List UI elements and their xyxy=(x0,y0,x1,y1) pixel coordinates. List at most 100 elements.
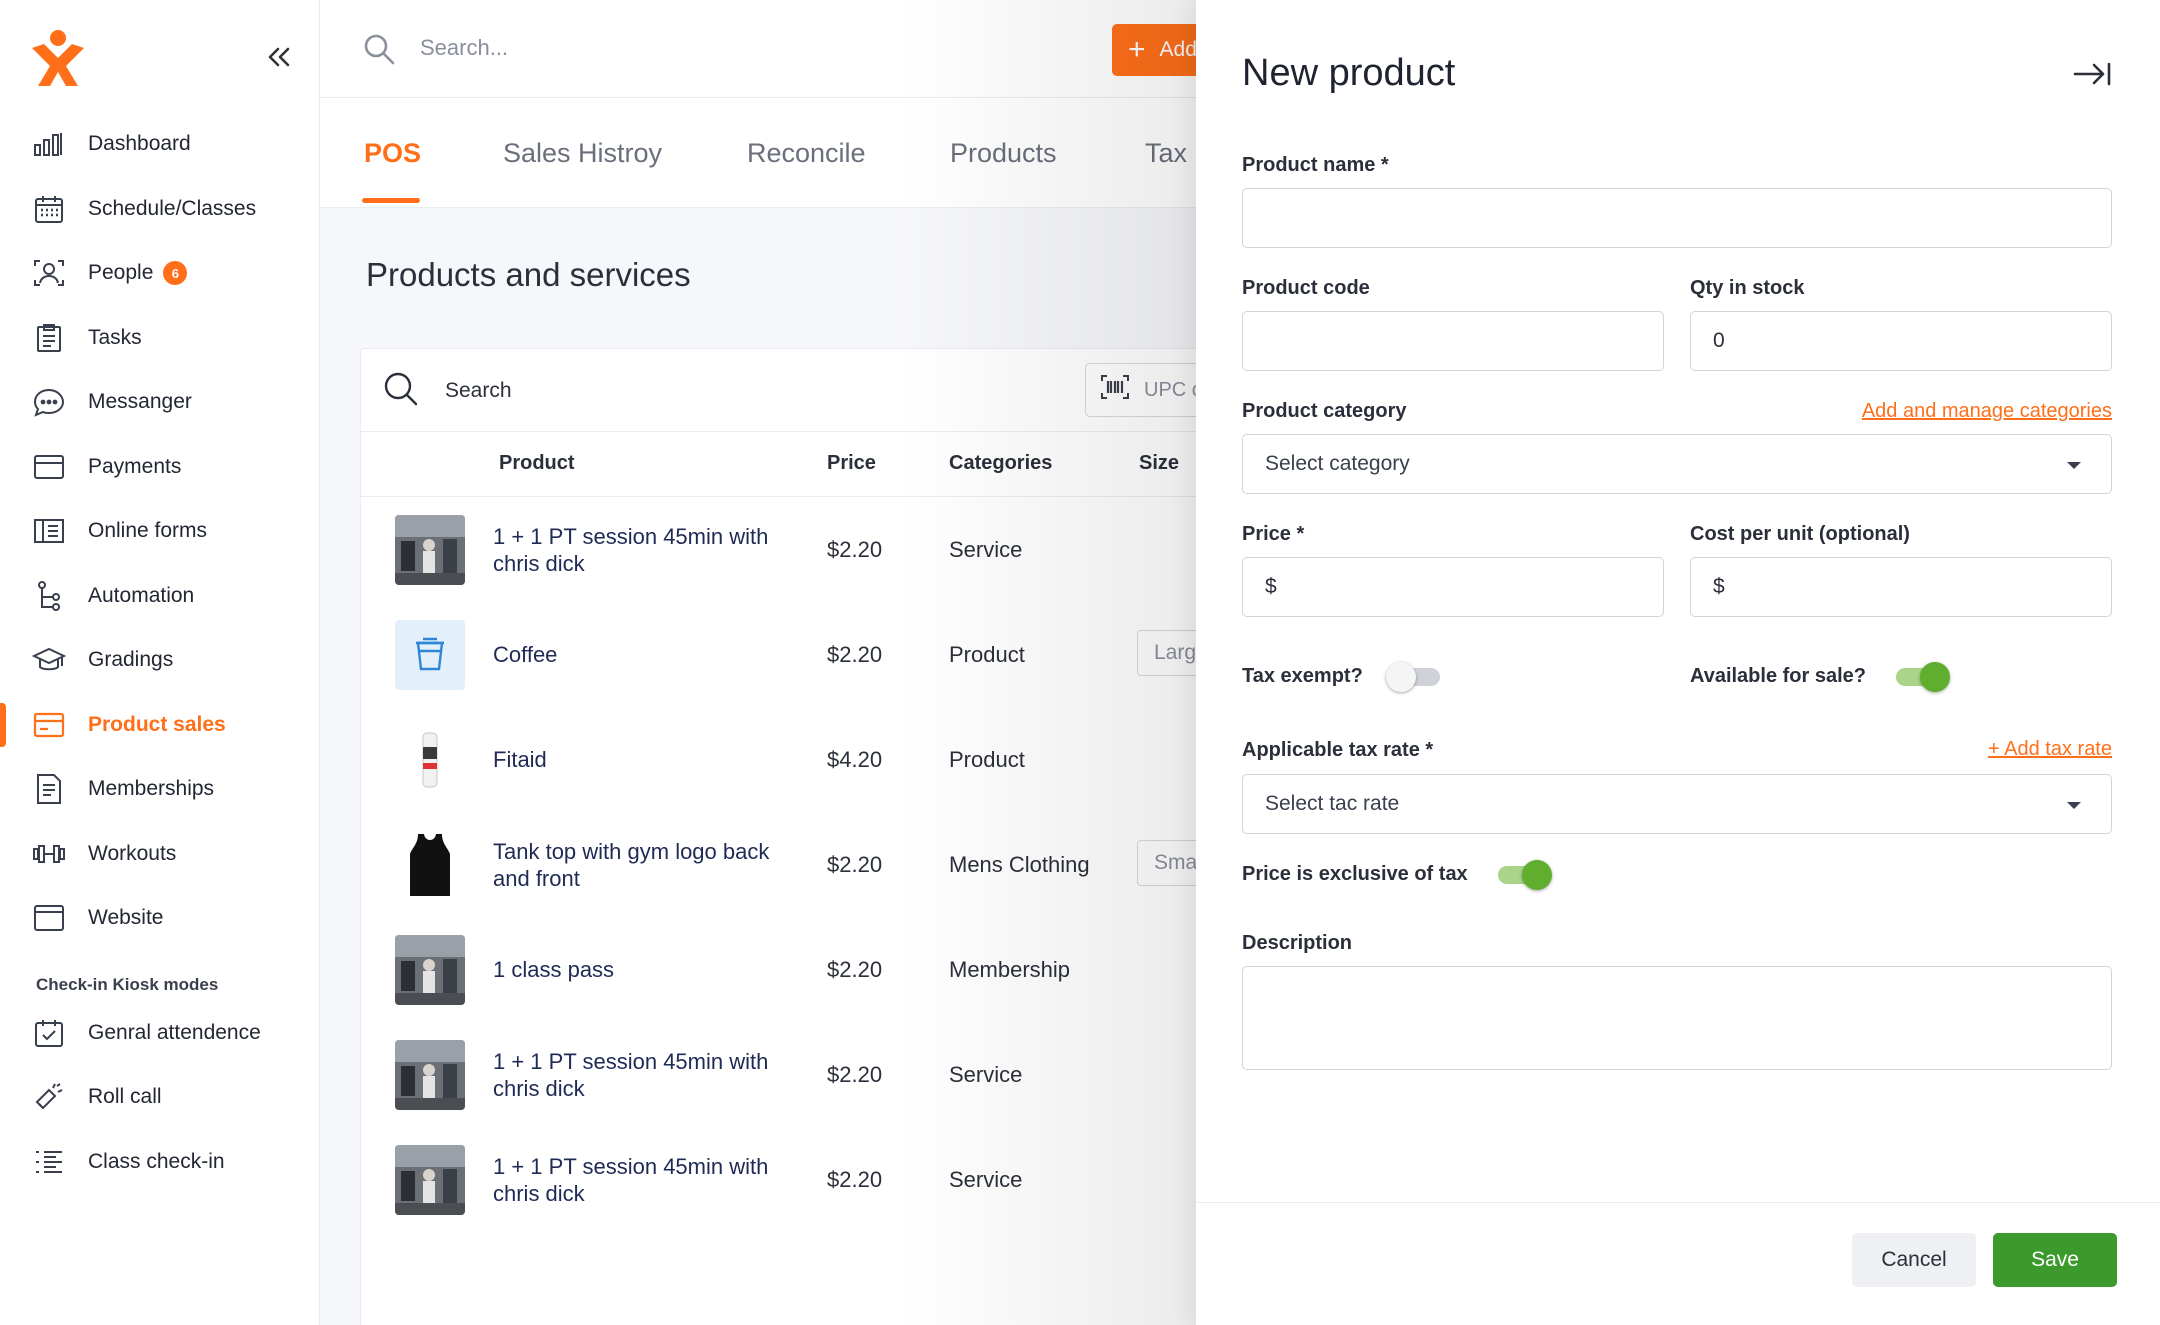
product-code-input[interactable] xyxy=(1242,311,1664,371)
forms-icon xyxy=(32,514,66,548)
table-row[interactable]: 1 + 1 PT session 45min with chris dick $… xyxy=(361,1127,1221,1232)
kiosk-section-label: Check-in Kiosk modes xyxy=(36,974,219,994)
products-card: UPC c Product Price Categories Size 1 + … xyxy=(360,348,1285,1325)
tab-reconcile[interactable]: Reconcile xyxy=(747,138,866,168)
price-input[interactable] xyxy=(1286,562,1663,612)
tax-exempt-label: Tax exempt? xyxy=(1242,665,1363,687)
sidebar-item-schedule[interactable]: Schedule/Classes xyxy=(0,177,320,242)
collapse-right-icon[interactable] xyxy=(2070,56,2114,92)
person-scan-icon xyxy=(32,256,66,290)
available-for-sale-toggle[interactable] xyxy=(1892,660,1950,692)
product-code-label: Product code xyxy=(1242,277,1370,299)
table-row[interactable]: 1 + 1 PT session 45min with chris dick $… xyxy=(361,1022,1221,1127)
product-category-select[interactable]: Select category xyxy=(1242,434,2112,494)
sidebar-item-class-check-in[interactable]: Class check-in xyxy=(0,1130,320,1195)
sidebar-item-tasks[interactable]: Tasks xyxy=(0,306,320,371)
chat-bubble-icon xyxy=(32,385,66,419)
gym-photo-thumbnail xyxy=(395,935,465,1005)
cancel-button[interactable]: Cancel xyxy=(1852,1233,1976,1287)
upc-placeholder: UPC c xyxy=(1144,378,1202,401)
sidebar-item-general-attendance[interactable]: Genral attendence xyxy=(0,1001,320,1066)
product-price: $2.20 xyxy=(827,851,883,877)
browser-icon xyxy=(32,901,66,935)
new-product-drawer: New product Product name * Product code … xyxy=(1196,0,2160,1325)
sidebar-item-workouts[interactable]: Workouts xyxy=(0,822,320,887)
column-header-size: Size xyxy=(1139,452,1180,474)
cost-currency-prefix: $ xyxy=(1713,575,1725,598)
table-row[interactable]: Fitaid $4.20 Product xyxy=(361,707,1221,812)
card-icon xyxy=(32,708,66,742)
product-category: Membership xyxy=(949,956,1071,982)
table-row[interactable]: 1 + 1 PT session 45min with chris dick $… xyxy=(361,497,1221,602)
sidebar-item-roll-call[interactable]: Roll call xyxy=(0,1065,320,1130)
sidebar-item-messanger[interactable]: Messanger xyxy=(0,370,320,435)
sidebar-item-memberships[interactable]: Memberships xyxy=(0,757,320,822)
toggle-knob xyxy=(1522,860,1552,890)
active-tab-indicator xyxy=(362,198,420,203)
page-title: Products and services xyxy=(366,256,691,293)
sidebar-item-website[interactable]: Website xyxy=(0,886,320,951)
sidebar-item-online-forms[interactable]: Online forms xyxy=(0,499,320,564)
cost-per-unit-field[interactable]: $ xyxy=(1690,557,2112,617)
product-category: Service xyxy=(949,1061,1023,1087)
product-name-label: Product name * xyxy=(1242,154,1389,176)
sidebar-item-dashboard[interactable]: Dashboard xyxy=(0,112,320,177)
tax-rate-select[interactable]: Select tac rate xyxy=(1242,774,2112,834)
sidebar-item-label: Class check-in xyxy=(88,1149,225,1173)
product-name: 1 class pass xyxy=(493,957,615,982)
bar-chart-icon xyxy=(32,127,66,161)
caret-down-icon xyxy=(2067,462,2081,469)
toggle-knob xyxy=(1920,662,1950,692)
drawer-footer: Cancel Save xyxy=(1196,1202,2160,1325)
cost-per-unit-label: Cost per unit (optional) xyxy=(1690,523,1910,545)
gym-person-logo-icon[interactable] xyxy=(28,28,88,88)
sidebar-item-label: Schedule/Classes xyxy=(88,196,257,220)
manage-categories-link[interactable]: Add and manage categories xyxy=(1861,400,2112,422)
price-field[interactable]: $ xyxy=(1242,557,1664,617)
add-tax-rate-link[interactable]: + Add tax rate xyxy=(1988,738,2112,760)
tab-pos[interactable]: POS xyxy=(364,138,422,168)
product-search-input[interactable] xyxy=(445,371,845,411)
calendar-icon xyxy=(32,192,66,226)
search-icon xyxy=(362,32,396,71)
description-input[interactable] xyxy=(1242,966,2112,1070)
qty-in-stock-input[interactable] xyxy=(1690,311,2112,371)
gym-photo-thumbnail xyxy=(395,1040,465,1110)
graduation-cap-icon xyxy=(32,643,66,677)
sidebar-item-label: Roll call xyxy=(88,1085,162,1109)
tank-top-thumbnail xyxy=(395,830,465,900)
sidebar-item-label: Website xyxy=(88,906,164,930)
tab-tax[interactable]: Tax xyxy=(1145,138,1188,168)
table-row[interactable]: 1 class pass $2.20 Membership xyxy=(361,917,1221,1022)
sidebar-item-payments[interactable]: Payments xyxy=(0,435,320,500)
global-search-input[interactable] xyxy=(420,26,1020,70)
save-button[interactable]: Save xyxy=(1993,1233,2117,1287)
product-category-label: Product category xyxy=(1242,400,1407,422)
list-icon xyxy=(32,1145,66,1179)
tab-sales-history[interactable]: Sales Histroy xyxy=(503,138,663,168)
gym-photo-thumbnail xyxy=(395,1145,465,1215)
people-count-badge: 6 xyxy=(163,261,188,286)
category-select-placeholder: Select category xyxy=(1265,452,1410,475)
tax-exempt-toggle[interactable] xyxy=(1386,660,1444,692)
product-price: $2.20 xyxy=(827,641,883,667)
table-row[interactable]: Coffee $2.20 Product Larg xyxy=(361,602,1257,707)
sidebar-item-label: Workouts xyxy=(88,841,177,865)
sidebar-item-automation[interactable]: Automation xyxy=(0,564,320,629)
upc-scan-input[interactable]: UPC c xyxy=(1085,363,1285,417)
sidebar-item-product-sales[interactable]: Product sales xyxy=(0,693,320,758)
product-price: $2.20 xyxy=(827,1061,883,1087)
description-label: Description xyxy=(1242,932,1353,954)
double-chevron-left-icon[interactable] xyxy=(262,40,296,74)
price-exclusive-of-tax-toggle[interactable] xyxy=(1494,858,1552,890)
sidebar-item-gradings[interactable]: Gradings xyxy=(0,628,320,693)
top-bar: + Add xyxy=(320,0,1232,98)
product-name-input[interactable] xyxy=(1242,188,2112,248)
sidebar-item-people[interactable]: People 6 xyxy=(0,241,320,306)
tab-products[interactable]: Products xyxy=(950,138,1057,168)
cost-per-unit-input[interactable] xyxy=(1734,562,2111,612)
column-header-product: Product xyxy=(499,452,575,474)
table-row[interactable]: Tank top with gym logo back and front $2… xyxy=(361,812,1257,917)
sidebar-nav: Dashboard Schedule/Classes People 6 Task… xyxy=(0,112,320,1194)
sidebar-item-label: Tasks xyxy=(88,325,142,349)
